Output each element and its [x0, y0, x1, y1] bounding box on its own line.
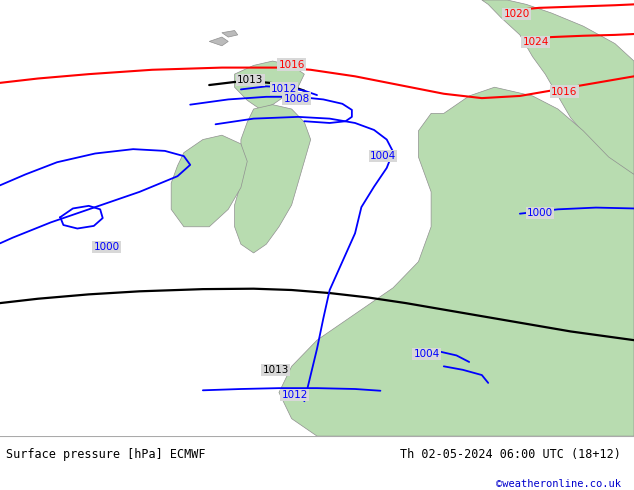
Text: 1012: 1012 [271, 83, 297, 94]
Polygon shape [279, 87, 634, 436]
Polygon shape [209, 37, 228, 46]
Text: 1013: 1013 [237, 75, 264, 85]
Polygon shape [235, 105, 311, 253]
Text: 1008: 1008 [283, 94, 310, 103]
Text: 1000: 1000 [527, 208, 553, 218]
Polygon shape [482, 0, 634, 174]
Text: Surface pressure [hPa] ECMWF: Surface pressure [hPa] ECMWF [6, 448, 206, 462]
Text: 1012: 1012 [281, 390, 308, 400]
Text: 1024: 1024 [522, 37, 549, 47]
Text: ©weatheronline.co.uk: ©weatheronline.co.uk [496, 479, 621, 489]
Text: 1016: 1016 [551, 87, 578, 97]
Text: 1016: 1016 [278, 60, 305, 70]
Text: Th 02-05-2024 06:00 UTC (18+12): Th 02-05-2024 06:00 UTC (18+12) [401, 448, 621, 462]
Polygon shape [235, 61, 304, 109]
Text: 1013: 1013 [262, 365, 289, 375]
Text: 1000: 1000 [93, 242, 120, 252]
Polygon shape [171, 135, 247, 227]
Polygon shape [222, 30, 238, 37]
Text: 1004: 1004 [370, 151, 396, 161]
Text: 1004: 1004 [413, 349, 440, 359]
Text: 1020: 1020 [503, 9, 530, 19]
